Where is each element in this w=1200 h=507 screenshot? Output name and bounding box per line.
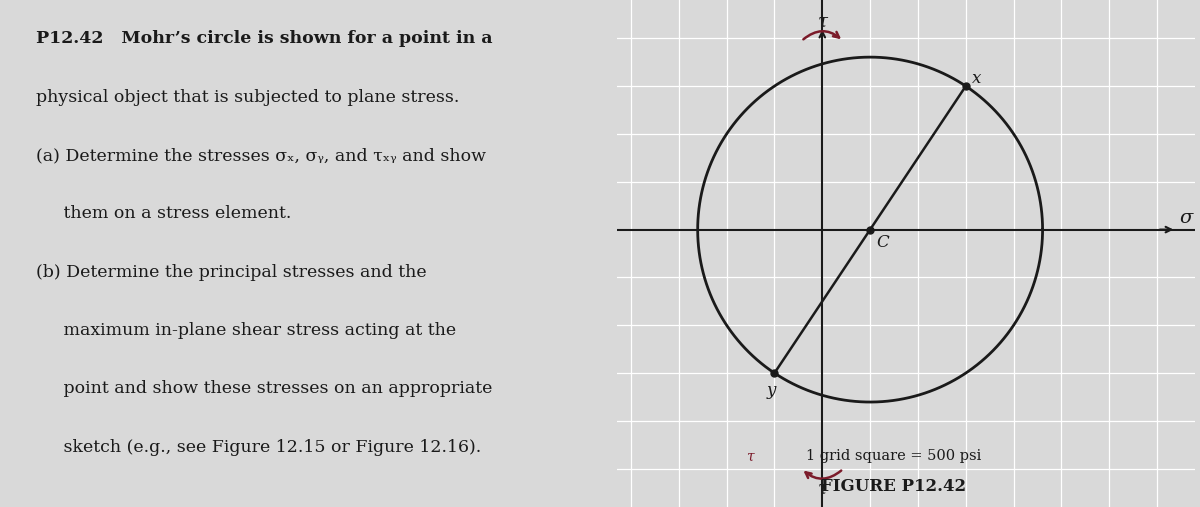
Text: maximum in-plane shear stress acting at the: maximum in-plane shear stress acting at …	[36, 322, 456, 339]
Text: σ: σ	[1180, 209, 1193, 227]
Text: τ: τ	[818, 479, 828, 497]
Text: sketch (e.g., see Figure 12.15 or Figure 12.16).: sketch (e.g., see Figure 12.15 or Figure…	[36, 439, 481, 456]
Text: τ: τ	[818, 13, 828, 30]
Text: physical object that is subjected to plane stress.: physical object that is subjected to pla…	[36, 89, 460, 106]
Text: point and show these stresses on an appropriate: point and show these stresses on an appr…	[36, 380, 492, 397]
Text: y: y	[767, 382, 776, 399]
Text: τ: τ	[746, 449, 754, 463]
Text: P12.42   Mohr’s circle is shown for a point in a: P12.42 Mohr’s circle is shown for a poin…	[36, 30, 492, 48]
Text: 1 grid square = 500 psi: 1 grid square = 500 psi	[806, 449, 982, 463]
Text: (a) Determine the stresses σₓ, σᵧ, and τₓᵧ and show: (a) Determine the stresses σₓ, σᵧ, and τ…	[36, 147, 486, 164]
Text: C: C	[876, 234, 889, 251]
Text: them on a stress element.: them on a stress element.	[36, 205, 292, 223]
Text: x: x	[972, 70, 980, 87]
Text: FIGURE P12.42: FIGURE P12.42	[822, 478, 966, 495]
Text: (b) Determine the principal stresses and the: (b) Determine the principal stresses and…	[36, 264, 427, 281]
